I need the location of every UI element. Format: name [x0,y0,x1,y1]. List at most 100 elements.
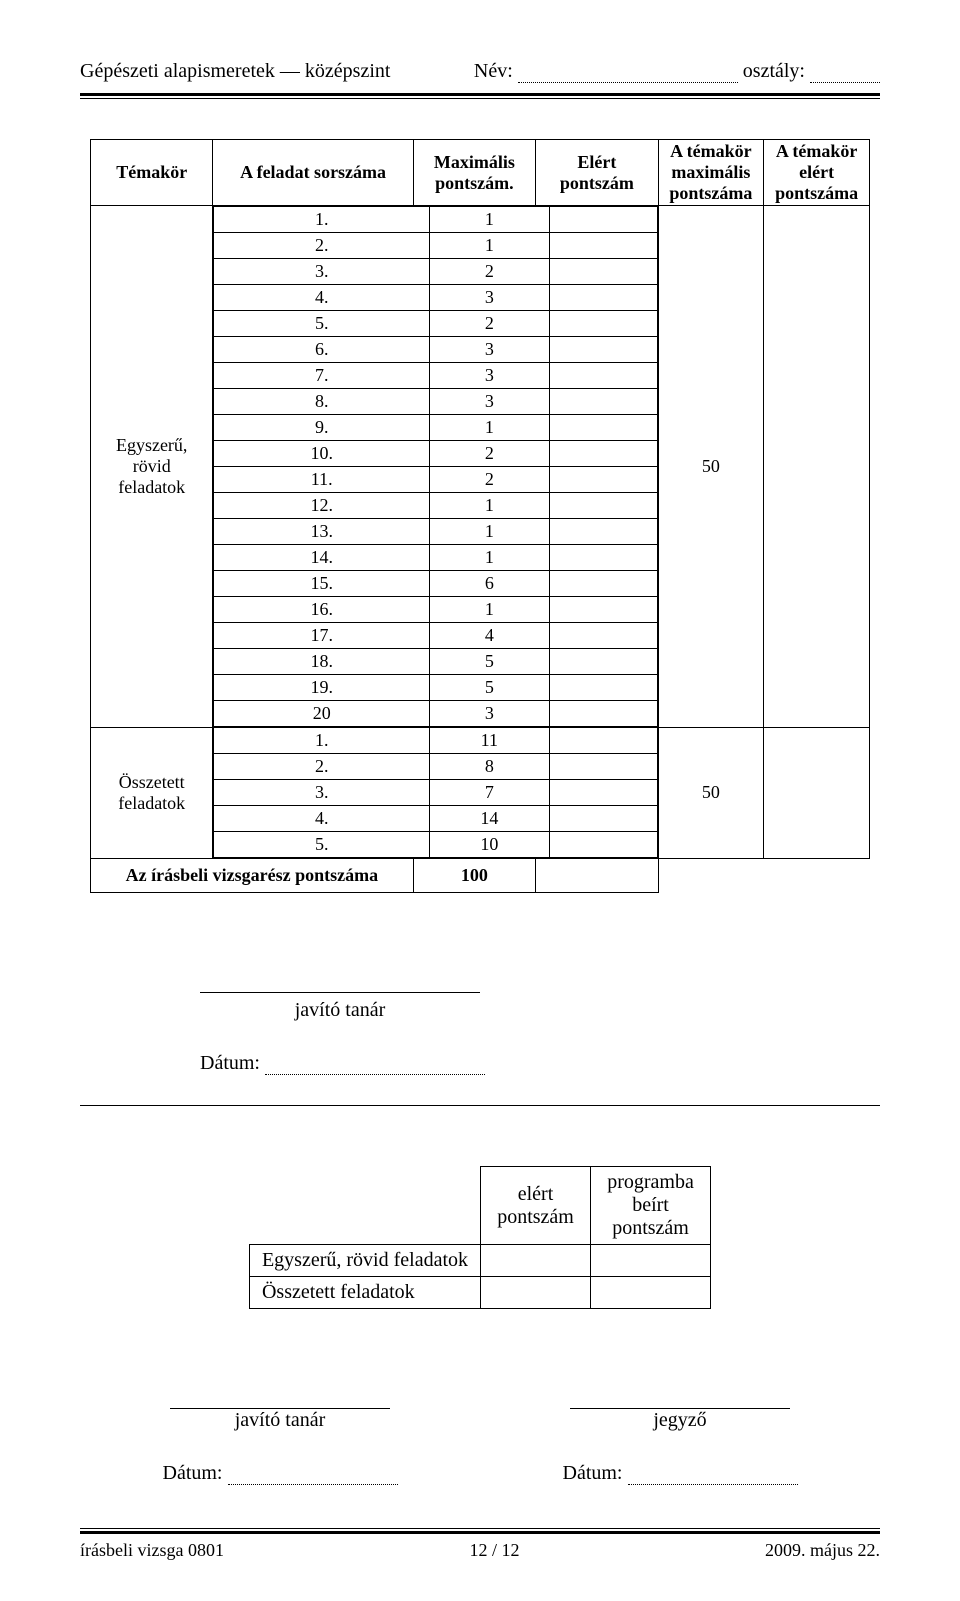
score-row: 3.7 [214,780,657,806]
name-label: Név: [474,60,513,82]
max-point: 11 [429,728,549,754]
small-row1-label: Egyszerű, rövid feladatok [249,1245,480,1277]
date-row-1: Dátum: [200,1052,880,1075]
footer-center: 12 / 12 [469,1540,519,1561]
task-number: 9. [214,415,430,441]
score-row: 8.3 [214,389,657,415]
header-left: Gépészeti alapismeretek — középszint [80,60,390,83]
name-blank [518,63,738,83]
achieved-blank [549,337,657,363]
page-footer: írásbeli vizsga 0801 12 / 12 2009. május… [80,1486,880,1561]
max-point: 8 [429,754,549,780]
group2-inner-table: 1.112.83.74.145.10 [213,727,657,858]
achieved-blank [549,259,657,285]
score-row: 16.1 [214,597,657,623]
grand-total-spacer [658,859,869,893]
task-number: 8. [214,389,430,415]
col-task-num: A feladat sorszáma [213,140,413,206]
score-row: 11.2 [214,467,657,493]
score-row: 2.1 [214,233,657,259]
header-rule-thick [80,93,880,96]
date-label-2: Dátum: [163,1462,223,1484]
max-point: 3 [429,389,549,415]
task-number: 12. [214,493,430,519]
class-blank [810,63,880,83]
group1-total: 50 [658,206,764,728]
max-point: 3 [429,701,549,727]
max-point: 14 [429,806,549,832]
footer-row: írásbeli vizsga 0801 12 / 12 2009. május… [80,1540,880,1561]
score-row: 17.4 [214,623,657,649]
group1-inner: 1.12.13.24.35.26.37.38.39.110.211.212.11… [213,206,658,728]
date-row-2: Dátum: [163,1462,398,1485]
achieved-blank [549,519,657,545]
page-header: Gépészeti alapismeretek — középszint Név… [80,60,880,83]
achieved-blank [549,415,657,441]
small-row2-achieved [481,1277,591,1309]
achieved-blank [549,780,657,806]
max-point: 7 [429,780,549,806]
task-number: 4. [214,285,430,311]
max-point: 1 [429,493,549,519]
max-point: 1 [429,545,549,571]
max-point: 1 [429,207,549,233]
achieved-blank [549,493,657,519]
task-number: 14. [214,545,430,571]
footer-rule-thin [80,1528,880,1529]
achieved-blank [549,207,657,233]
teacher-sig-label: javító tanár [200,999,480,1022]
task-number: 17. [214,623,430,649]
max-point: 1 [429,597,549,623]
max-point: 5 [429,649,549,675]
teacher-sig-col: javító tanár Dátum: [163,1389,398,1485]
score-row: 18.5 [214,649,657,675]
task-number: 19. [214,675,430,701]
small-table-row2: Összetett feladatok [249,1277,710,1309]
task-number: 6. [214,337,430,363]
clerk-sig-col: jegyző Dátum: [563,1389,798,1485]
achieved-blank [549,701,657,727]
col-achieved: Elért pontszám [536,140,658,206]
score-row: 13.1 [214,519,657,545]
task-number: 15. [214,571,430,597]
small-table-row1: Egyszerű, rövid feladatok [249,1245,710,1277]
score-row: 203 [214,701,657,727]
task-number: 4. [214,806,430,832]
header-right: Név: osztály: [474,60,880,83]
small-table-header: elért pontszám programba beírt pontszám [249,1167,710,1245]
small-table-blank-corner [249,1167,480,1245]
achieved-blank [549,754,657,780]
col-topic-achieved: A témakör elért pontszáma [764,140,870,206]
max-point: 2 [429,311,549,337]
achieved-blank [549,363,657,389]
col-max: Maximális pontszám. [413,140,535,206]
achieved-blank [549,832,657,858]
date-blank-1 [265,1055,485,1075]
achieved-blank [549,597,657,623]
footer-rule-thick [80,1531,880,1534]
max-point: 6 [429,571,549,597]
max-point: 5 [429,675,549,701]
group1-inner-table: 1.12.13.24.35.26.37.38.39.110.211.212.11… [213,206,657,727]
max-point: 3 [429,337,549,363]
grand-total-label: Az írásbeli vizsgarész pontszáma [91,859,414,893]
grand-total-row: Az írásbeli vizsgarész pontszáma 100 [91,859,870,893]
task-number: 16. [214,597,430,623]
group2-row: Összetett feladatok 1.112.83.74.145.10 5… [91,727,870,859]
max-point: 3 [429,285,549,311]
clerk-sig-label: jegyző [563,1409,798,1432]
group1-achieved-blank [764,206,870,728]
program-entry-table: elért pontszám programba beírt pontszám … [249,1166,711,1309]
score-row: 4.3 [214,285,657,311]
achieved-blank [549,649,657,675]
grand-total-blank [536,859,658,893]
scoring-table: Témakör A feladat sorszáma Maximális pon… [90,139,870,893]
footer-left: írásbeli vizsga 0801 [80,1540,224,1561]
section-divider [80,1105,880,1106]
achieved-blank [549,285,657,311]
score-row: 3.2 [214,259,657,285]
achieved-blank [549,467,657,493]
group2-achieved-blank [764,727,870,859]
col-topic: Témakör [91,140,213,206]
footer-right: 2009. május 22. [765,1540,880,1561]
